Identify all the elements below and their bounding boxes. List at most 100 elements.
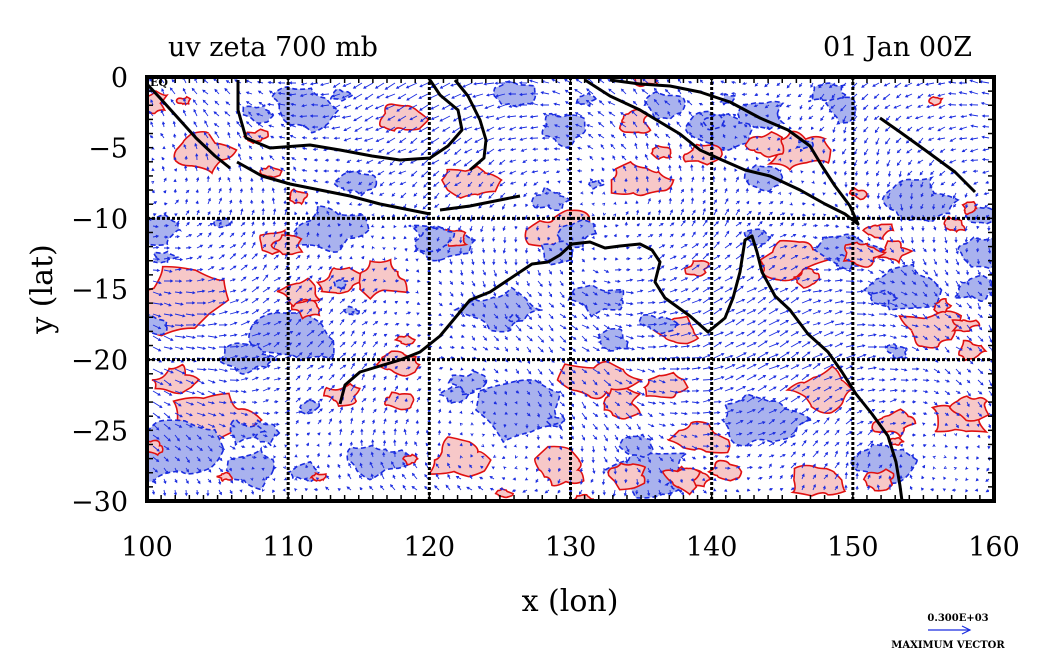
wind-vector	[801, 234, 807, 239]
wind-vector	[460, 378, 464, 382]
wind-vector	[861, 82, 869, 88]
wind-vector	[394, 395, 399, 403]
wind-vector	[982, 148, 990, 152]
wind-vector	[602, 489, 606, 496]
wind-vector	[889, 302, 899, 307]
wind-vector	[911, 411, 917, 415]
wind-vector	[436, 247, 440, 253]
wind-vector	[867, 313, 875, 317]
wind-vector	[944, 302, 949, 308]
wind-vector	[680, 445, 687, 449]
wind-vector	[502, 225, 506, 232]
wind-vector	[592, 401, 599, 407]
wind-vector	[331, 126, 341, 130]
wind-vector	[689, 143, 693, 150]
wind-vector	[352, 93, 363, 100]
wind-vector	[196, 346, 207, 350]
wind-vector	[669, 277, 678, 282]
wind-vector	[920, 181, 924, 188]
wind-vector	[933, 422, 937, 426]
wind-vector	[713, 488, 717, 492]
wind-vector	[889, 247, 894, 253]
wind-vector	[463, 148, 473, 154]
wind-vector	[471, 346, 477, 351]
wind-vector	[977, 368, 984, 375]
wind-vector	[875, 137, 880, 146]
wind-vector	[273, 208, 277, 216]
wind-vector	[768, 265, 776, 271]
wind-vector	[905, 104, 913, 109]
wind-vector	[362, 82, 374, 89]
wind-vector	[338, 211, 342, 216]
positive-vorticity-area	[877, 240, 914, 265]
wind-vector	[977, 302, 981, 311]
wind-vector	[469, 214, 473, 223]
wind-vector	[592, 412, 599, 417]
wind-vector	[636, 368, 646, 373]
wind-vector	[229, 310, 240, 315]
wind-vector	[856, 236, 860, 240]
wind-vector	[884, 104, 891, 109]
wind-vector	[658, 254, 666, 260]
wind-vector	[603, 257, 608, 261]
wind-vector	[185, 412, 193, 417]
wind-vector	[485, 115, 495, 119]
wind-vector	[218, 245, 225, 249]
wind-vector	[855, 472, 859, 480]
wind-vector	[623, 132, 627, 139]
wind-vector	[801, 417, 811, 425]
wind-vector	[812, 331, 823, 337]
wind-vector	[369, 485, 374, 491]
wind-vector	[702, 265, 711, 271]
wind-vector	[313, 158, 319, 162]
wind-vector	[174, 335, 186, 339]
wind-vector	[306, 341, 314, 348]
wind-vector	[163, 489, 167, 497]
wind-vector	[724, 319, 736, 326]
wind-vector	[270, 135, 275, 139]
wind-vector	[702, 455, 707, 459]
wind-vector	[680, 264, 689, 271]
wind-vector	[988, 291, 993, 297]
wind-vector	[525, 445, 529, 450]
wind-vector	[680, 298, 691, 304]
wind-vector	[922, 390, 929, 394]
wind-vector	[746, 465, 754, 470]
wind-vector	[801, 364, 813, 370]
wind-vector	[713, 454, 719, 459]
wind-vector	[676, 121, 682, 128]
wind-vector	[152, 313, 162, 318]
positive-vorticity-area	[288, 188, 309, 206]
wind-vector	[447, 473, 451, 480]
wind-vector	[933, 302, 941, 308]
wind-vector	[183, 143, 187, 150]
wind-vector	[497, 126, 506, 131]
wind-vector	[713, 444, 720, 448]
wind-vector	[448, 420, 452, 425]
wind-vector	[691, 466, 696, 470]
wind-vector	[658, 489, 662, 496]
wind-vector	[251, 276, 260, 282]
wind-vector	[713, 400, 722, 404]
wind-vector	[603, 456, 608, 463]
wind-vector	[812, 483, 816, 491]
wind-vector	[789, 202, 793, 206]
wind-vector	[988, 280, 993, 288]
wind-vector	[374, 104, 385, 110]
wind-vector	[294, 477, 298, 481]
wind-vector	[724, 466, 731, 470]
wind-vector	[581, 236, 585, 240]
wind-vector	[977, 313, 983, 318]
wind-vector	[514, 236, 518, 243]
wind-vector	[966, 379, 971, 384]
wind-vector	[570, 390, 576, 396]
wind-vector	[856, 366, 864, 370]
wind-vector	[952, 203, 957, 208]
wind-vector	[823, 363, 835, 370]
wind-vector	[304, 201, 308, 205]
wind-vector	[273, 240, 278, 249]
wind-vector	[488, 192, 495, 199]
wind-vector	[452, 137, 462, 145]
wind-vector	[647, 254, 653, 260]
wind-vector	[743, 103, 748, 107]
